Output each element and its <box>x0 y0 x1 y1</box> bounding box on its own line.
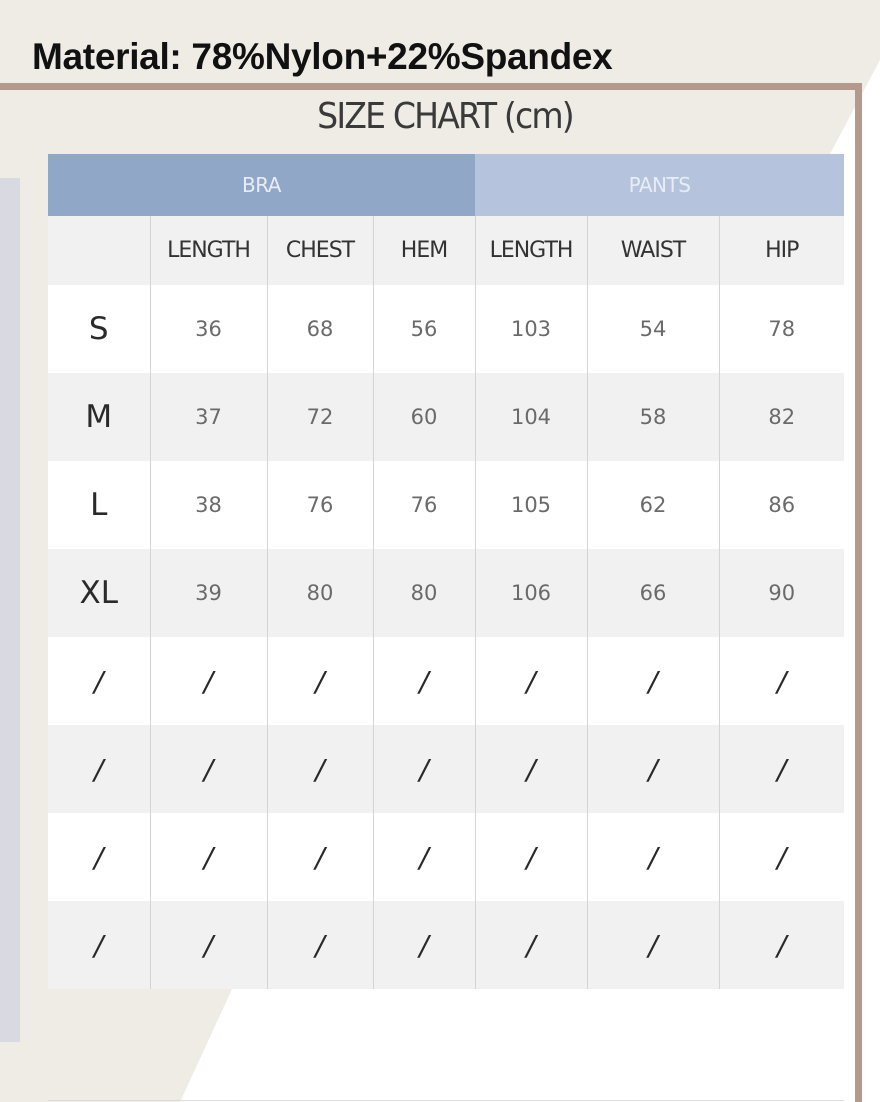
size-cell: / <box>48 637 150 725</box>
column-header: LENGTH <box>149 216 267 285</box>
measurement-cell: 62 <box>586 461 719 549</box>
measurement-cell: 90 <box>718 549 845 637</box>
measurement-cell: 37 <box>149 373 267 461</box>
measurement-cell: 78 <box>718 285 845 373</box>
table-row: XL 39 80 80 106 66 90 <box>48 549 845 637</box>
measurement-cell: / <box>586 637 719 725</box>
left-image-edge <box>0 178 20 1042</box>
measurement-cell: 36 <box>149 285 267 373</box>
measurement-cell: / <box>586 901 719 989</box>
table-row: / / / / / / / <box>48 725 845 813</box>
measurement-cell: / <box>718 725 845 813</box>
column-header: HEM <box>372 216 475 285</box>
measurement-cell: 58 <box>586 373 719 461</box>
measurement-cell: 68 <box>266 285 373 373</box>
measurement-cell: / <box>266 637 373 725</box>
group-pants: PANTS <box>475 154 845 216</box>
group-bra: BRA <box>48 154 475 216</box>
frame-border-right <box>855 83 862 1102</box>
size-cell: / <box>48 901 150 989</box>
measurement-cell: 105 <box>474 461 587 549</box>
measurement-cell: 80 <box>372 549 475 637</box>
measurement-cell: 103 <box>474 285 587 373</box>
measurement-cell: / <box>149 725 267 813</box>
measurement-cell: 72 <box>266 373 373 461</box>
measurement-cell: / <box>718 901 845 989</box>
column-header: HIP <box>718 216 845 285</box>
measurement-cell: 104 <box>474 373 587 461</box>
measurement-cell: / <box>266 901 373 989</box>
measurement-cell: / <box>149 637 267 725</box>
measurement-cell: / <box>586 725 719 813</box>
measurement-cell: 54 <box>586 285 719 373</box>
measurement-cell: 80 <box>266 549 373 637</box>
measurement-cell: / <box>372 637 475 725</box>
measurement-cell: / <box>372 901 475 989</box>
measurement-cell: / <box>718 813 845 901</box>
column-header: CHEST <box>266 216 373 285</box>
column-header <box>48 216 150 285</box>
size-cell: S <box>48 285 150 373</box>
measurement-cell: 86 <box>718 461 845 549</box>
table-row: L 38 76 76 105 62 86 <box>48 461 845 549</box>
measurement-cell: 106 <box>474 549 587 637</box>
table-row: S 36 68 56 103 54 78 <box>48 285 845 373</box>
measurement-cell: 39 <box>149 549 267 637</box>
size-cell: L <box>48 461 150 549</box>
measurement-cell: / <box>474 725 587 813</box>
measurement-cell: 60 <box>372 373 475 461</box>
measurement-cell: / <box>372 725 475 813</box>
measurement-cell: 82 <box>718 373 845 461</box>
measurement-cell: / <box>474 637 587 725</box>
measurement-cell: 76 <box>266 461 373 549</box>
measurement-cell: 76 <box>372 461 475 549</box>
measurement-cell: / <box>266 725 373 813</box>
measurement-cell: / <box>718 637 845 725</box>
material-label: Material: 78%Nylon+22%Spandex <box>32 36 613 77</box>
table-row: / / / / / / / <box>48 901 845 989</box>
table-row: M 37 72 60 104 58 82 <box>48 373 845 461</box>
measurement-cell: 38 <box>149 461 267 549</box>
size-cell: / <box>48 813 150 901</box>
size-chart-table: BRA PANTS LENGTH CHEST HEM LENGTH WAIST … <box>48 154 845 989</box>
measurement-cell: / <box>474 813 587 901</box>
measurement-cell: / <box>372 813 475 901</box>
measurement-cell: / <box>586 813 719 901</box>
background-top <box>0 0 880 154</box>
measurement-cell: 56 <box>372 285 475 373</box>
column-header-row: LENGTH CHEST HEM LENGTH WAIST HIP <box>48 216 845 285</box>
size-cell: / <box>48 725 150 813</box>
measurement-cell: / <box>149 901 267 989</box>
measurement-cell: / <box>474 901 587 989</box>
measurement-cell: 66 <box>586 549 719 637</box>
group-header-row: BRA PANTS <box>48 154 845 216</box>
measurement-cell: / <box>266 813 373 901</box>
size-cell: XL <box>48 549 150 637</box>
divider <box>48 1100 844 1101</box>
column-header: LENGTH <box>474 216 587 285</box>
column-header: WAIST <box>586 216 719 285</box>
table-row: / / / / / / / <box>48 813 845 901</box>
size-cell: M <box>48 373 150 461</box>
measurement-cell: / <box>149 813 267 901</box>
size-chart-title: SIZE CHART (cm) <box>317 96 575 137</box>
frame-border-top <box>0 83 862 90</box>
table-row: / / / / / / / <box>48 637 845 725</box>
